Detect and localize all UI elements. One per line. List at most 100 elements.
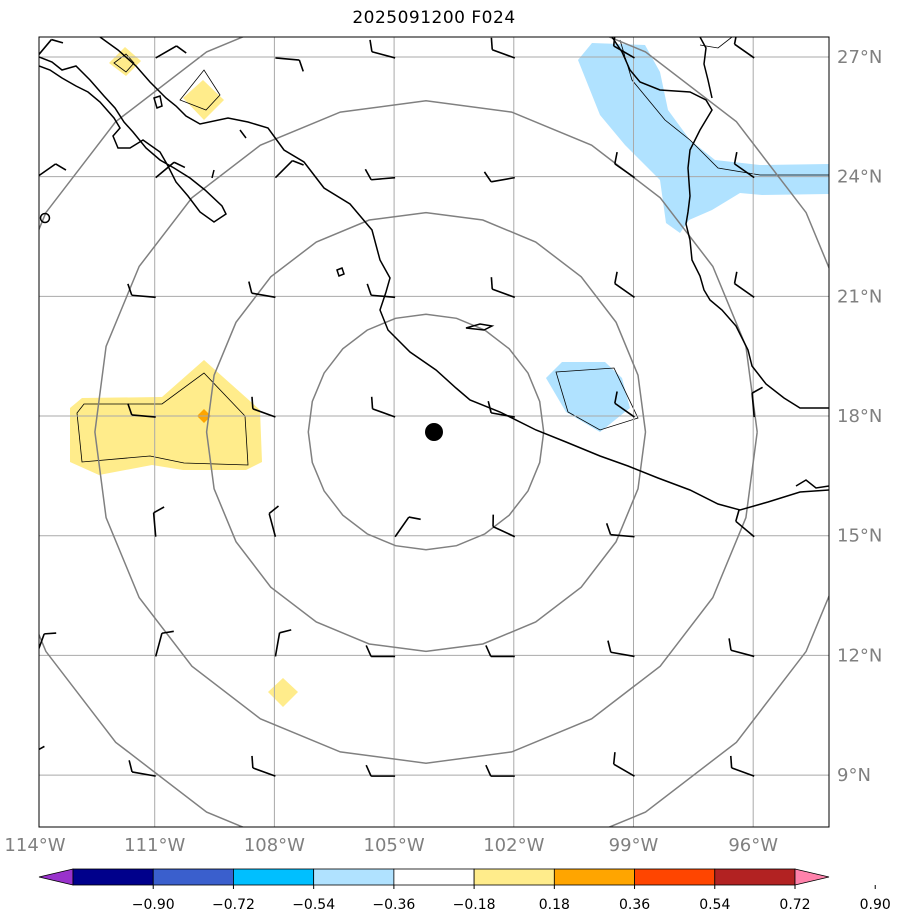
colorbar-segment (393, 868, 475, 886)
longitude-labels: 114°W 111°W 108°W 105°W 102°W 99°W 96°W (4, 835, 778, 856)
lat-tick-label: 24°N (837, 167, 882, 188)
wind-barb (127, 283, 156, 299)
colorbar-segment (313, 868, 395, 886)
wind-barb (128, 760, 156, 777)
colorbar-tick-label: −0.54 (292, 897, 335, 913)
wind-barb (490, 37, 516, 59)
wind-barb (14, 395, 36, 417)
lat-tick-label: 9°N (837, 765, 871, 786)
range-ring (39, 37, 829, 827)
coastline-gulf (611, 37, 829, 409)
lon-tick-label: 105°W (364, 835, 425, 856)
coastlines (39, 37, 829, 511)
graticule-grid (39, 37, 829, 827)
positive-anomaly-area (268, 678, 298, 707)
anomaly-contour (555, 367, 639, 431)
wind-barb (485, 645, 515, 658)
island-small (153, 95, 163, 110)
lat-tick-label: 27°N (837, 47, 882, 68)
wind-barb (155, 45, 187, 59)
wind-barb (251, 396, 276, 418)
coastline-gulf-outer (699, 37, 713, 99)
colorbar-labels: −0.90 −0.72 −0.54 −0.36 −0.18 0.18 0.36 0.54 0.7… (132, 885, 891, 913)
map-canvas (13, 37, 829, 827)
wind-barb (39, 38, 64, 56)
wind-barb (365, 764, 396, 777)
lat-tick-label: 12°N (837, 645, 882, 666)
colorbar-segment (553, 868, 635, 886)
anomaly-fill-layer (70, 37, 829, 707)
latitude-labels: 9°N 12°N 15°N 18°N 21°N 24°N 27°N (837, 47, 882, 786)
island-tres-marias (465, 323, 495, 331)
wind-barb (364, 168, 396, 181)
wind-barb (13, 277, 36, 297)
wind-barb (251, 755, 276, 777)
wind-barb (729, 755, 755, 777)
map-frame (38, 36, 830, 828)
anomaly-contour (619, 39, 829, 176)
wind-barb (483, 171, 515, 183)
lon-tick-label: 102°W (483, 835, 544, 856)
wind-barb (733, 37, 755, 59)
wind-barb (274, 159, 304, 179)
coastline-inner-gulf (211, 129, 247, 179)
colorbar-tick-label: 0.54 (699, 897, 730, 913)
wind-barb (127, 403, 156, 418)
coastline-baja (39, 56, 227, 223)
wind-barb (614, 391, 635, 418)
wind-barb (614, 271, 635, 298)
wind-barb (614, 151, 635, 179)
wind-barb (155, 161, 186, 179)
lon-tick-label: 99°W (609, 835, 659, 856)
anomaly-contour (699, 37, 733, 49)
colorbar-tick-label: −0.90 (132, 897, 175, 913)
colorbar-tick-label: 0.36 (619, 897, 650, 913)
wind-barb (370, 396, 396, 418)
coastline-mainland-west (99, 37, 829, 511)
wind-barb (487, 401, 515, 418)
lon-tick-label: 111°W (124, 835, 185, 856)
colorbar-tick-label: 0.72 (779, 897, 810, 913)
wind-barb (39, 163, 67, 177)
storm-center-marker (425, 423, 443, 441)
wind-barb (728, 638, 755, 658)
wind-barb (612, 37, 635, 59)
lat-tick-label: 15°N (837, 526, 882, 547)
colorbar-tick-label: −0.18 (453, 897, 496, 913)
colorbar-segment (634, 868, 716, 886)
wind-barb (735, 509, 755, 538)
wind-barb (268, 505, 280, 537)
wind-barb (152, 506, 165, 537)
wind-barb (733, 271, 755, 298)
wind-barb (733, 151, 755, 179)
positive-anomaly-area (70, 360, 262, 475)
wind-barb (492, 514, 516, 538)
colorbar-tick-label: −0.72 (212, 897, 255, 913)
anomaly-contour (76, 372, 249, 466)
wind-barb (369, 39, 396, 59)
lon-tick-label: 114°W (4, 835, 65, 856)
wind-barb (607, 640, 635, 658)
negative-anomaly-area (546, 362, 630, 432)
island-small (336, 267, 345, 277)
wind-barb (274, 629, 292, 657)
colorbar-extend-high (794, 868, 830, 886)
lon-tick-label: 96°W (728, 835, 778, 856)
range-ring (205, 211, 647, 653)
colorbar-tick-label: 0.18 (539, 897, 570, 913)
colorbar-segment (72, 868, 154, 886)
wind-barb (751, 386, 763, 418)
map-title: 2025091200 F024 (352, 8, 516, 28)
range-rings (39, 37, 829, 827)
colorbar-segment (152, 868, 234, 886)
colorbar-segment (473, 868, 555, 886)
colorbar-tick-label: −0.36 (372, 897, 415, 913)
wind-barbs (13, 37, 763, 777)
colorbar (38, 868, 830, 886)
wind-barb (612, 752, 635, 777)
negative-anomaly-area (578, 43, 829, 233)
hollow-circle-marker (39, 212, 51, 224)
wind-barb (248, 281, 276, 299)
colorbar-segment (233, 868, 315, 886)
colorbar-segment (714, 868, 796, 886)
